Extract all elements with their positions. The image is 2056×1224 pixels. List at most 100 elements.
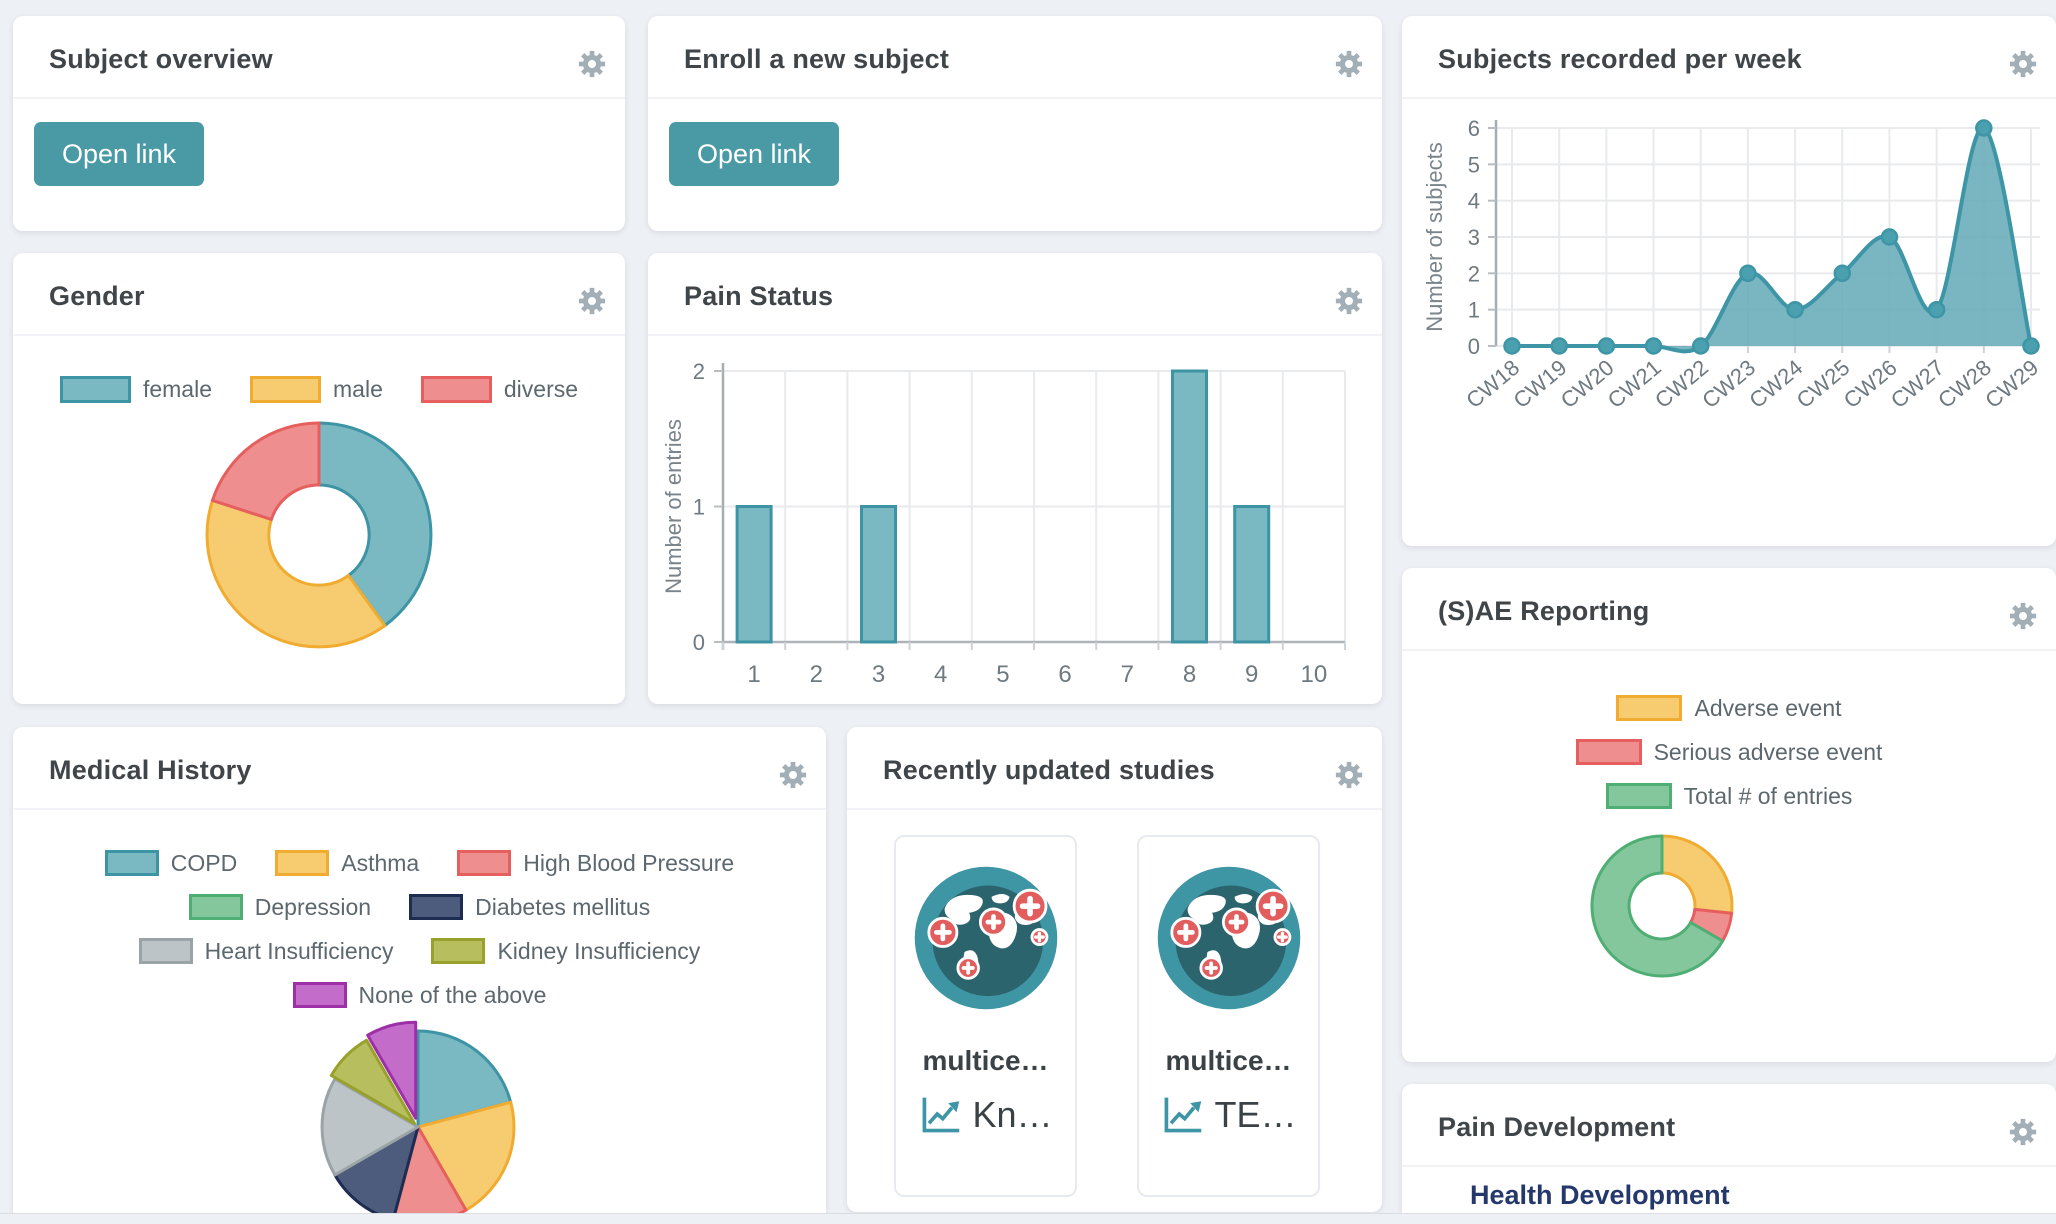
settings-gear-icon[interactable] bbox=[778, 760, 808, 790]
legend-label: Adverse event bbox=[1694, 694, 1842, 721]
legend-item[interactable]: male bbox=[250, 375, 383, 403]
svg-text:5: 5 bbox=[1468, 152, 1480, 177]
svg-text:CW24: CW24 bbox=[1744, 355, 1807, 413]
svg-text:Number of entries: Number of entries bbox=[661, 419, 686, 594]
open-link-button[interactable]: Open link bbox=[669, 122, 839, 186]
svg-text:4: 4 bbox=[934, 661, 947, 688]
card-enroll-new-subject: Enroll a new subject Open link bbox=[648, 16, 1382, 231]
card-title: Gender bbox=[49, 281, 145, 311]
svg-text:CW21: CW21 bbox=[1603, 355, 1666, 413]
legend-item[interactable]: Asthma bbox=[275, 850, 419, 877]
settings-gear-icon[interactable] bbox=[2008, 49, 2038, 79]
settings-gear-icon[interactable] bbox=[1334, 286, 1364, 316]
svg-text:5: 5 bbox=[996, 661, 1009, 688]
svg-text:2: 2 bbox=[810, 661, 823, 688]
card-sae-reporting: (S)AE Reporting Adverse event Serious adv… bbox=[1402, 568, 2056, 1062]
sae-donut-chart bbox=[1590, 834, 1734, 978]
settings-gear-icon[interactable] bbox=[2008, 601, 2038, 631]
legend-item[interactable]: Total # of entries bbox=[1605, 782, 1853, 810]
svg-text:CW23: CW23 bbox=[1697, 355, 1760, 413]
legend-swatch bbox=[250, 375, 322, 403]
card-recently-updated-studies: Recently updated studies multice… Kn… mu… bbox=[847, 727, 1382, 1212]
legend-swatch bbox=[138, 938, 193, 964]
legend-item[interactable]: COPD bbox=[104, 849, 238, 877]
legend-swatch bbox=[431, 938, 486, 964]
legend-item[interactable]: None of the above bbox=[292, 981, 547, 1009]
legend-item[interactable]: Depression bbox=[188, 893, 372, 921]
svg-text:2: 2 bbox=[693, 359, 705, 384]
legend-label: COPD bbox=[170, 849, 238, 876]
open-link-button[interactable]: Open link bbox=[34, 122, 204, 186]
card-pain-development: Pain Development Health Development bbox=[1402, 1084, 2056, 1224]
globe-icon bbox=[911, 863, 1061, 1013]
legend-swatch bbox=[59, 375, 131, 403]
svg-text:6: 6 bbox=[1058, 661, 1071, 688]
legend-item[interactable]: female bbox=[59, 375, 212, 403]
subjects-per-week-area-chart: 0123456CW18CW19CW20CW21CW22CW23CW24CW25C… bbox=[1422, 116, 2043, 413]
legend-label: Diabetes mellitus bbox=[475, 893, 651, 920]
svg-text:4: 4 bbox=[1468, 189, 1480, 214]
sae-legend: Adverse event Serious adverse event Total … bbox=[1402, 686, 2056, 818]
legend-item[interactable]: Adverse event bbox=[1616, 694, 1842, 722]
legend-label: Depression bbox=[254, 893, 372, 920]
legend-item[interactable]: diverse bbox=[420, 375, 578, 403]
legend-swatch bbox=[1605, 783, 1672, 809]
legend-label: Heart Insufficiency bbox=[204, 937, 394, 964]
health-development-heading: Health Development bbox=[1470, 1180, 1730, 1210]
svg-text:0: 0 bbox=[1468, 334, 1480, 359]
card-title: Medical History bbox=[49, 755, 252, 785]
svg-text:CW22: CW22 bbox=[1650, 355, 1713, 413]
svg-text:10: 10 bbox=[1301, 661, 1328, 688]
card-subjects-recorded-per-week: Subjects recorded per week 0 1 2 3 4 5 6 CW18 CW… bbox=[1402, 16, 2056, 546]
legend-label: Total # of entries bbox=[1683, 782, 1853, 809]
globe-icon bbox=[1154, 863, 1304, 1013]
card-header: Enroll a new subject bbox=[648, 16, 1382, 99]
card-medical-history: Medical History COPD Asthma High Blood Pre… bbox=[13, 727, 826, 1224]
legend-swatch bbox=[188, 894, 243, 920]
legend-label: High Blood Pressure bbox=[523, 849, 735, 876]
svg-text:CW19: CW19 bbox=[1509, 355, 1572, 413]
settings-gear-icon[interactable] bbox=[577, 49, 607, 79]
svg-text:CW27: CW27 bbox=[1886, 355, 1949, 413]
study-tile[interactable]: multice… Kn… bbox=[894, 835, 1077, 1197]
legend-label: male bbox=[333, 375, 383, 402]
svg-text:Number of subjects: Number of subjects bbox=[1422, 142, 1447, 332]
viewport-bottom-strip bbox=[0, 1213, 2056, 1224]
gender-legend: female male diverse bbox=[13, 367, 625, 411]
card-header: Pain Status bbox=[648, 253, 1382, 336]
study-metric: TE… bbox=[1160, 1093, 1297, 1137]
legend-item[interactable]: Heart Insufficiency bbox=[138, 937, 394, 965]
card-subject-overview: Subject overview Open link bbox=[13, 16, 625, 231]
trend-chart-icon bbox=[1160, 1093, 1204, 1137]
study-tile[interactable]: multice… TE… bbox=[1137, 835, 1320, 1197]
legend-item[interactable]: High Blood Pressure bbox=[457, 850, 734, 877]
pain-status-bar-chart: 0 1 2 1 2 3 4 5 6 7 8 9 10 Number of entries bbox=[661, 359, 1346, 688]
legend-swatch bbox=[292, 982, 347, 1008]
card-title: Subjects recorded per week bbox=[1438, 44, 1802, 74]
legend-swatch bbox=[1616, 695, 1683, 721]
legend-item[interactable]: Kidney Insufficiency bbox=[431, 938, 700, 965]
svg-text:0: 0 bbox=[693, 630, 705, 655]
legend-item[interactable]: Diabetes mellitus bbox=[409, 894, 650, 921]
legend-label: Serious adverse event bbox=[1653, 738, 1883, 765]
legend-label: None of the above bbox=[358, 981, 547, 1008]
study-name: multice… bbox=[922, 1045, 1049, 1076]
legend-item[interactable]: Serious adverse event bbox=[1575, 738, 1883, 766]
study-metric: Kn… bbox=[918, 1093, 1053, 1137]
card-header: Recently updated studies bbox=[847, 727, 1382, 810]
settings-gear-icon[interactable] bbox=[2008, 1117, 2038, 1147]
settings-gear-icon[interactable] bbox=[1334, 760, 1364, 790]
svg-text:8: 8 bbox=[1183, 661, 1196, 688]
svg-text:CW18: CW18 bbox=[1461, 355, 1524, 413]
settings-gear-icon[interactable] bbox=[1334, 49, 1364, 79]
card-title: Recently updated studies bbox=[883, 755, 1215, 785]
svg-text:3: 3 bbox=[872, 661, 885, 688]
card-title: Enroll a new subject bbox=[684, 44, 950, 74]
card-header: (S)AE Reporting bbox=[1402, 568, 2056, 651]
card-title: (S)AE Reporting bbox=[1438, 596, 1650, 626]
legend-swatch bbox=[457, 850, 512, 876]
gender-donut-chart bbox=[205, 421, 433, 649]
legend-swatch bbox=[275, 850, 330, 876]
settings-gear-icon[interactable] bbox=[577, 286, 607, 316]
